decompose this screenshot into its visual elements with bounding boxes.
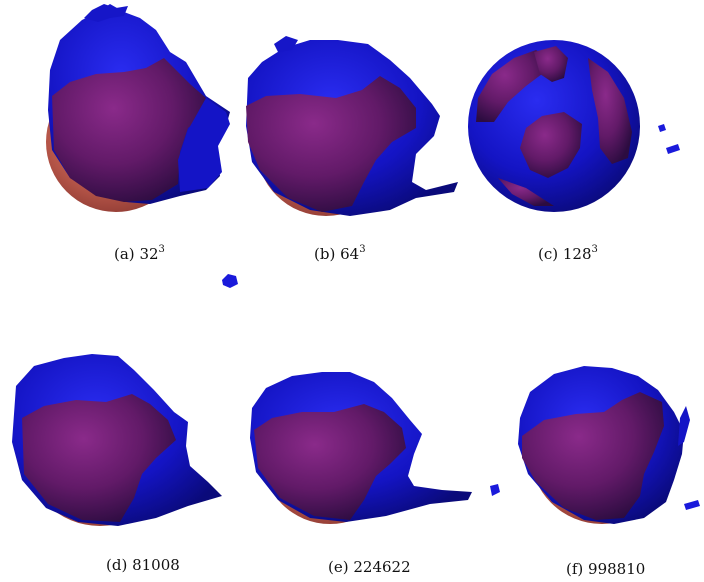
caption-value: 998810: [588, 560, 646, 578]
overlap-region-top: [534, 46, 568, 82]
caption-exponent: 3: [359, 244, 366, 255]
overlap-region: [254, 404, 406, 520]
hat-bump: [274, 36, 298, 52]
floating-fragment: [666, 144, 680, 154]
caption-c: (c) 1283: [538, 244, 598, 263]
floating-fragment: [658, 124, 666, 132]
panel-f-render: [518, 366, 700, 524]
overlap-region: [246, 76, 416, 212]
caption-value: 81008: [132, 556, 180, 574]
caption-label: (b): [314, 245, 336, 263]
floating-fragment: [684, 500, 700, 510]
caption-value: 64: [340, 245, 360, 263]
caption-value: 32: [139, 245, 159, 263]
overlap-region-center: [520, 112, 582, 178]
floating-fragment: [490, 484, 500, 496]
overlap-region: [22, 394, 176, 522]
caption-f: (f) 998810: [566, 560, 645, 578]
panel-b-render: [246, 36, 458, 216]
right-lobe: [178, 98, 230, 192]
caption-exponent: 3: [591, 244, 598, 255]
caption-a: (a) 323: [114, 244, 165, 263]
caption-label: (d): [106, 556, 128, 574]
panel-a: (a) 323: [40, 0, 240, 263]
panel-e-render: [250, 372, 500, 524]
panel-c-render: [468, 40, 680, 212]
overlap-region-top-left: [476, 50, 548, 122]
caption-value: 128: [562, 245, 592, 263]
caption-b: (b) 643: [314, 244, 366, 263]
right-tendril: [678, 406, 690, 446]
caption-value: 224622: [353, 558, 411, 576]
overlap-region-bottom: [498, 178, 554, 206]
panel-d-render: [12, 354, 222, 526]
caption-label: (c): [538, 245, 559, 263]
panel-f: (f) 998810: [514, 362, 702, 578]
panel-d: (d) 81008: [8, 350, 228, 574]
panel-a-render: [46, 4, 230, 212]
floating-fragment: [222, 274, 238, 288]
caption-label: (e): [328, 558, 349, 576]
caption-e: (e) 224622: [328, 558, 411, 576]
hat-bump: [84, 4, 128, 22]
panel-e: (e) 224622: [246, 368, 510, 576]
overlap-region: [522, 392, 664, 520]
overlap-region-right: [588, 58, 632, 164]
panel-c: (c) 1283: [468, 38, 688, 263]
overlap-region: [52, 58, 206, 202]
caption-exponent: 3: [158, 244, 165, 255]
caption-label: (f): [566, 560, 584, 578]
caption-d: (d) 81008: [106, 556, 180, 574]
caption-label: (a): [114, 245, 135, 263]
panel-b: (b) 643: [240, 30, 465, 263]
